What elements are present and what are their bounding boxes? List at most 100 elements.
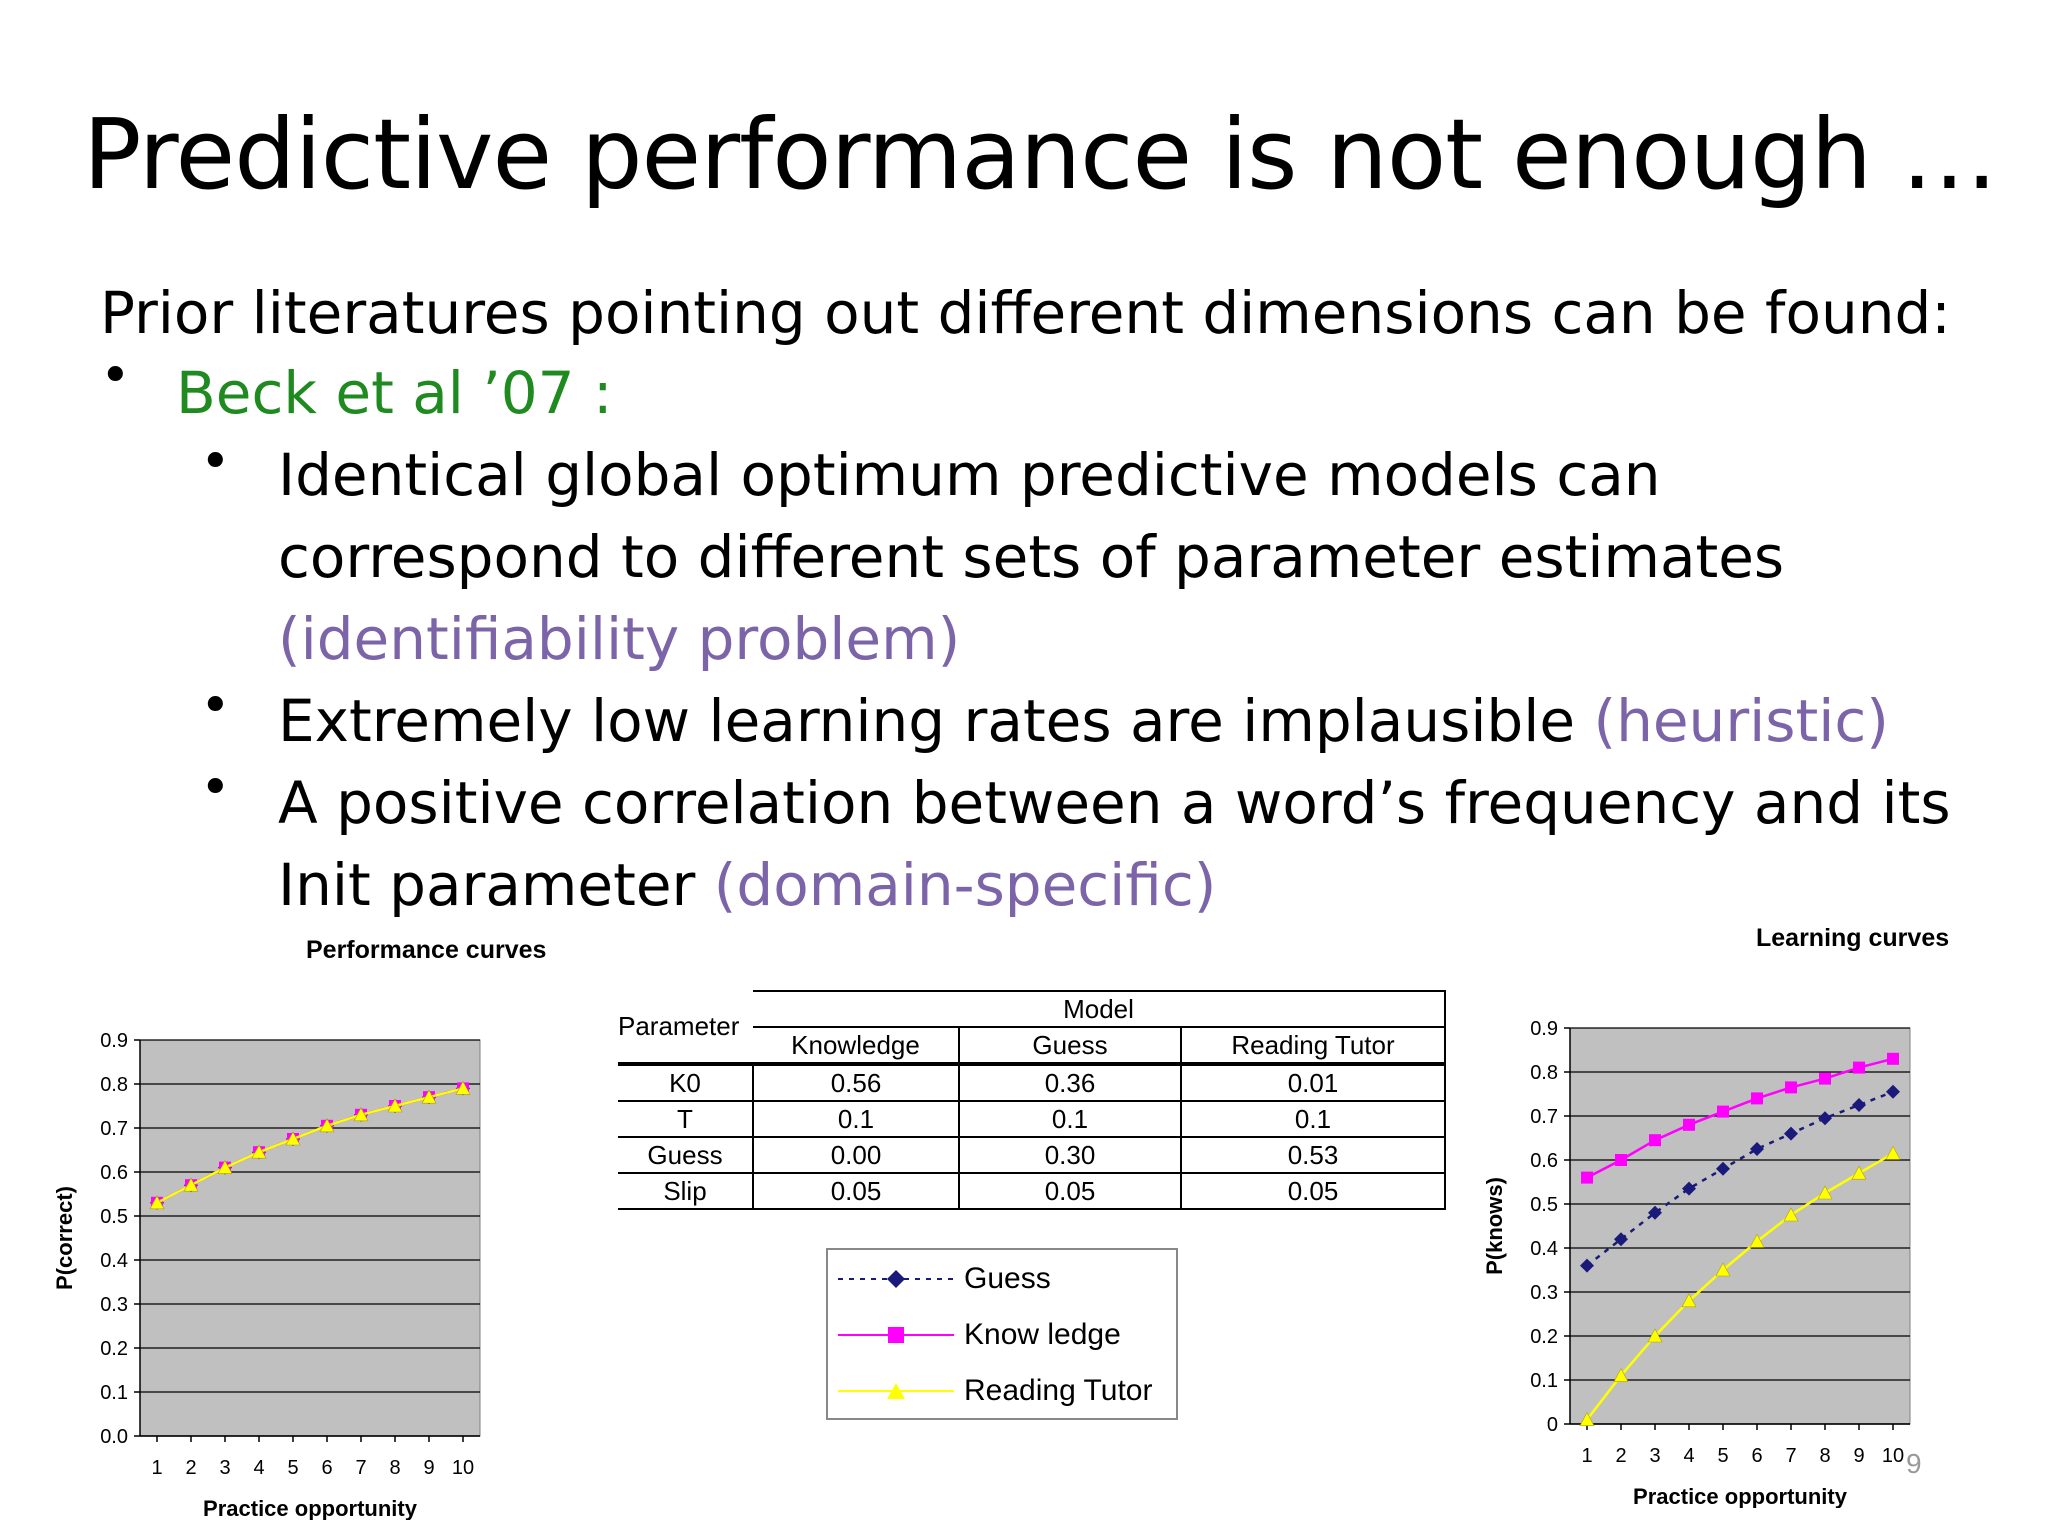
y-tick-label: 0.2 [100,1338,128,1360]
legend-marker-knowledge [838,1327,954,1343]
point-know-ledge [1751,1092,1763,1105]
table-row: Slip 0.05 0.05 0.05 [618,1173,1446,1210]
point-reading-tutor [1613,1367,1629,1382]
point-guess [1648,1205,1662,1220]
point-know-ledge [1683,1118,1695,1131]
y-tick-label: 0.1 [1530,1370,1558,1392]
y-tick-label: 0.6 [100,1162,128,1184]
point-know-ledge [1785,1081,1797,1094]
x-tick-label: 2 [185,1457,196,1479]
bullet-marker: • [100,346,131,406]
table-cell: K0 [618,1062,754,1102]
series-line-guess [1586,1090,1894,1267]
y-tick-label: 0.9 [1530,1018,1558,1040]
sub-bullet-marker: • [200,758,231,818]
point-reading-tutor [421,1089,437,1104]
table-cell: 0.1 [753,1101,960,1138]
heuristic-tag: (heuristic) [1593,687,1889,755]
slide-title: Predictive performance is not enough … [83,98,1998,211]
point-reading-tutor [1783,1207,1799,1222]
sub-bullet-marker: • [200,676,231,736]
point-reading-tutor [149,1195,165,1210]
point-guess [1750,1142,1764,1156]
column-header: Guess [959,1027,1182,1066]
table-cell: 0.05 [959,1173,1182,1210]
table-cell: 0.53 [1181,1137,1446,1174]
domain-specific-tag: (domain-specific) [713,851,1217,919]
point-reading-tutor [1817,1185,1833,1200]
series-line-reading-tutor [1586,1152,1894,1421]
x-tick-label: 9 [423,1457,434,1479]
x-tick-label: 2 [1615,1445,1626,1467]
point-know-ledge [1615,1154,1627,1166]
point-reading-tutor [1579,1411,1595,1426]
point-know-ledge [1581,1171,1593,1184]
series-line-know-ledge [1586,1057,1894,1179]
table-row: K0 0.56 0.36 0.01 [618,1062,1446,1102]
table-cell: T [618,1101,754,1138]
legend-label: Know ledge [964,1318,1121,1351]
plot-area [139,1039,481,1437]
legend-item-knowledge: Know ledge [836,1310,1121,1360]
y-tick-label: 0.4 [100,1250,128,1272]
legend-label: Reading Tutor [964,1374,1153,1407]
y-axis-label: P(correct) [52,1186,77,1290]
table-cell: Guess [618,1137,754,1174]
table-cell: 0.05 [1181,1173,1446,1210]
x-tick-label: 1 [151,1457,162,1479]
x-tick-label: 10 [1882,1445,1904,1467]
point-reading-tutor [1681,1293,1697,1308]
x-tick-label: 6 [321,1457,332,1479]
point-reading-tutor [217,1159,233,1174]
column-header: Reading Tutor [1181,1027,1446,1066]
sub-bullet-3-line-2: Init parameter (domain-specific) [278,844,1216,926]
x-tick-label: 3 [1649,1445,1660,1467]
y-tick-label: 0.2 [1530,1326,1558,1348]
x-tick-label: 4 [1683,1445,1694,1467]
x-tick-label: 9 [1853,1445,1864,1467]
y-tick-label: 0 [1547,1414,1558,1436]
y-tick-label: 0.9 [100,1030,128,1052]
table-cell: 0.56 [753,1064,960,1102]
point-know-ledge [1649,1134,1661,1147]
point-reading-tutor [455,1080,471,1095]
point-reading-tutor [1885,1145,1901,1160]
point-know-ledge [1819,1072,1831,1085]
point-guess [1716,1161,1730,1176]
table-row: T 0.1 0.1 0.1 [618,1101,1446,1138]
table-cell: 0.00 [753,1137,960,1174]
point-reading-tutor [1647,1328,1663,1343]
sub-bullet-2-text: Extremely low learning rates are implaus… [278,687,1594,755]
sub-bullet-3-text: Init parameter [278,851,714,919]
point-reading-tutor [1851,1165,1867,1180]
table-header-row: Parameter Model [618,990,1446,1041]
x-tick-label: 10 [452,1457,474,1479]
point-reading-tutor [387,1098,403,1113]
performance-curves-chart: 0.0 0.1 0.2 0.3 0.4 0.5 0.6 0.7 0.8 0.9 1 2 3 4 5 6 7 8 9 1… [52,1030,481,1520]
sub-bullet-3-line-1: A positive correlation between a word’s … [278,769,1951,837]
x-tick-label: 6 [1751,1445,1762,1467]
point-guess [1614,1232,1628,1247]
x-tick-label: 8 [389,1457,400,1479]
learning-curves-chart: 0 0.1 0.2 0.3 0.4 0.5 0.6 0.7 0.8 0.9 1 2 3 4 5 6 7 8 9 10 P… [1482,1018,1911,1508]
x-axis-label: Practice opportunity [1633,1484,1848,1508]
table-cell: 0.36 [959,1064,1182,1102]
legend-item-guess: Guess [836,1254,1051,1304]
y-tick-label: 0.3 [100,1294,128,1316]
sub-bullet-1-line-1: Identical global optimum predictive mode… [278,441,1661,509]
table-cell: Slip [618,1173,754,1210]
point-reading-tutor [251,1144,267,1159]
point-reading-tutor [285,1131,301,1146]
y-tick-label: 0.5 [100,1206,128,1228]
x-tick-label: 4 [253,1457,264,1479]
sub-bullet-2: Extremely low learning rates are implaus… [278,680,1889,762]
y-tick-label: 0.4 [1530,1238,1558,1260]
series-line-reading-tutor [156,1087,464,1204]
legend-label: Guess [964,1262,1051,1295]
y-tick-label: 0.3 [1530,1282,1558,1304]
x-tick-label: 5 [287,1457,298,1479]
x-tick-label: 7 [355,1457,366,1479]
point-guess [1682,1181,1696,1196]
page-number: 9 [1906,1448,1922,1479]
x-tick-label: 8 [1819,1445,1830,1467]
